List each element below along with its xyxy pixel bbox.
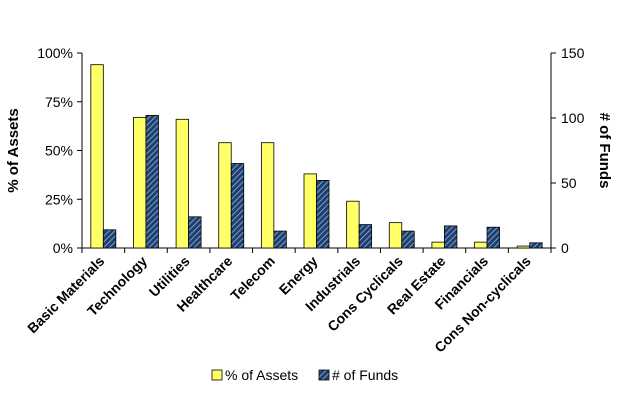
y-axis-title-left: % of Assets	[5, 108, 22, 192]
bar-funds	[401, 230, 415, 249]
bar-assets	[303, 173, 317, 249]
right-tick-label: 50	[561, 175, 577, 191]
legend-swatch-assets	[211, 369, 223, 381]
left-tick-label: 50%	[45, 143, 73, 159]
category-label: Cons Cyclicals	[324, 253, 406, 335]
bar-funds	[316, 179, 330, 249]
legend-label-funds: # of Funds	[332, 367, 398, 383]
bar-funds	[444, 225, 458, 249]
bar-assets	[133, 116, 147, 249]
left-tick-label: 75%	[45, 94, 73, 110]
bar-assets	[218, 142, 232, 249]
bar-funds	[486, 226, 500, 249]
bar-funds	[102, 229, 117, 249]
legend-swatch-funds	[318, 369, 330, 381]
bar-funds	[273, 230, 287, 249]
right-tick-label: 0	[561, 240, 569, 256]
bar-funds	[145, 115, 159, 249]
category-label: Basic Materials	[24, 253, 108, 337]
left-tick-label: 0%	[53, 240, 73, 256]
left-tick-label: 100%	[37, 45, 73, 61]
bar-assets	[474, 241, 488, 249]
bar-assets	[175, 118, 189, 249]
bar-funds	[529, 242, 543, 249]
right-tick-label: 150	[561, 45, 585, 61]
bar-assets	[431, 241, 445, 249]
bar-assets	[346, 200, 360, 249]
bar-assets	[90, 64, 104, 249]
bar-assets	[388, 222, 403, 249]
left-tick-label: 25%	[45, 191, 73, 207]
right-tick-label: 100	[561, 110, 585, 126]
bar-funds	[358, 224, 373, 249]
bar-funds	[230, 163, 245, 249]
bar-assets	[260, 142, 275, 249]
category-label: Telecom	[227, 253, 278, 304]
y-axis-title-right: # of Funds	[596, 113, 613, 189]
bar-funds	[188, 216, 202, 249]
legend-label-assets: % of Assets	[225, 367, 298, 383]
bar-assets	[516, 245, 531, 249]
